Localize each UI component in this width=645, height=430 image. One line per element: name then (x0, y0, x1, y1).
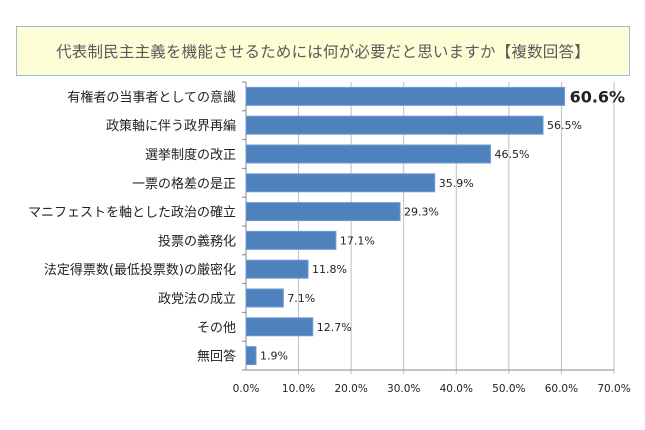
category-label: 無回答 (197, 349, 236, 365)
bar (245, 202, 401, 222)
bar (245, 317, 314, 337)
bar (245, 173, 436, 193)
x-tick-label: 0.0% (233, 383, 260, 395)
category-label: 法定得票数(最低投票数)の厳密化 (44, 262, 236, 278)
bar (245, 288, 284, 308)
data-label: 35.9% (439, 177, 474, 190)
bar (245, 346, 257, 366)
data-label: 7.1% (287, 292, 315, 305)
x-tick-label: 30.0% (387, 383, 420, 395)
data-label: 11.8% (312, 263, 347, 276)
category-label: 有権者の当事者としての意識 (67, 89, 236, 105)
category-label: マニフェストを軸とした政治の確立 (28, 205, 236, 221)
data-label: 46.5% (494, 148, 529, 161)
data-label: 60.6% (570, 87, 626, 106)
data-label: 17.1% (340, 234, 375, 247)
category-label: 政党法の成立 (158, 292, 236, 307)
data-label: 56.5% (547, 119, 582, 132)
category-label: 投票の義務化 (158, 233, 236, 249)
category-label: その他 (197, 321, 236, 336)
category-label: 一票の格差の是正 (132, 176, 236, 192)
category-label: 政策軸に伴う政界再編 (106, 118, 236, 134)
x-tick-label: 10.0% (282, 383, 315, 395)
x-tick-label: 40.0% (440, 383, 473, 395)
bar (245, 86, 566, 106)
chart-title-box: 代表制民主主義を機能させるためには何が必要だと思いますか【複数回答】 (16, 26, 630, 76)
data-label: 12.7% (317, 321, 352, 334)
chart-title: 代表制民主主義を機能させるためには何が必要だと思いますか【複数回答】 (56, 43, 590, 61)
bar (245, 259, 309, 279)
bar (245, 115, 544, 135)
data-label: 1.9% (260, 350, 288, 363)
bar (245, 144, 491, 164)
x-tick-label: 50.0% (492, 383, 525, 395)
data-label: 29.3% (404, 206, 439, 219)
bar (245, 230, 337, 250)
x-tick-label: 60.0% (545, 383, 578, 395)
x-tick-label: 70.0% (597, 383, 630, 395)
category-label: 選挙制度の改正 (145, 147, 236, 163)
x-tick-label: 20.0% (334, 383, 367, 395)
